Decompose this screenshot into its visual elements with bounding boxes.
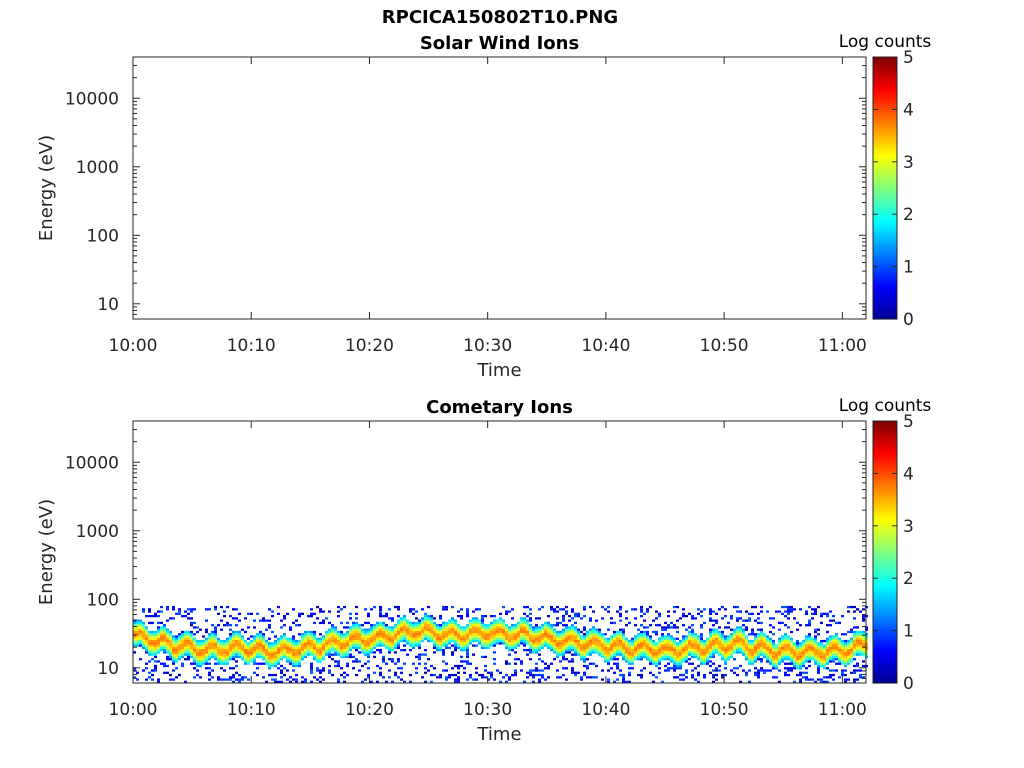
x-axis: 10:00 10:10 10:20 10:30 10:40 10:50 11:00 Time (109, 57, 867, 381)
panel-title: Cometary Ions (426, 397, 573, 418)
x-tick-label: 10:40 (581, 336, 630, 356)
y-tick-label: 100 (87, 590, 119, 610)
colorbar-frame (872, 420, 898, 684)
x-axis-label: Time (476, 360, 521, 381)
x-tick-label: 11:00 (818, 700, 867, 720)
x-tick-label: 10:50 (700, 336, 749, 356)
x-tick-label: 10:00 (109, 336, 158, 356)
panel-title: Solar Wind Ions (420, 33, 579, 54)
x-tick-label: 10:20 (345, 700, 394, 720)
figure-title: RPCICA150802T10.PNG (381, 7, 619, 28)
y-tick-label: 10 (97, 295, 119, 315)
colorbar-tick-label: 1 (903, 622, 914, 642)
colorbar-tick-label: 2 (903, 569, 914, 589)
x-tick-label: 10:00 (109, 700, 158, 720)
y-tick-label: 10000 (65, 89, 119, 109)
colorbar-tick-label: 3 (903, 517, 914, 537)
colorbar-tick-label: 4 (903, 464, 914, 484)
y-tick-label: 10000 (65, 453, 119, 473)
x-tick-label: 10:30 (463, 700, 512, 720)
plot-frame (132, 420, 867, 684)
y-tick-label: 1000 (76, 158, 119, 178)
x-axis: 10:00 10:10 10:20 10:30 10:40 10:50 11:00 Time (109, 421, 867, 745)
colorbar-tick-label: 2 (903, 205, 914, 225)
x-axis-label: Time (476, 724, 521, 745)
colorbar-tick-label: 0 (903, 310, 914, 330)
y-tick-label: 1000 (76, 522, 119, 542)
colorbar-tick-label: 5 (903, 48, 914, 68)
spectrogram-data (133, 605, 868, 683)
colorbar-label: Log counts (839, 396, 932, 416)
x-tick-label: 10:40 (581, 700, 630, 720)
y-axis-label: Energy (eV) (36, 499, 57, 605)
y-axis-label: Energy (eV) (36, 135, 57, 241)
y-axis: 10 100 1000 10000 Energy (eV) (36, 56, 866, 320)
x-tick-label: 10:50 (700, 700, 749, 720)
colorbar-frame (872, 56, 898, 320)
colorbar-tick-label: 4 (903, 100, 914, 120)
y-tick-label: 10 (97, 659, 119, 679)
x-tick-label: 11:00 (818, 336, 867, 356)
plot-frame (132, 56, 867, 320)
x-tick-label: 10:10 (227, 336, 276, 356)
colorbar-label: Log counts (839, 32, 932, 52)
colorbar-tick-label: 3 (903, 153, 914, 173)
x-tick-label: 10:20 (345, 336, 394, 356)
colorbar-tick-label: 1 (903, 258, 914, 278)
x-tick-label: 10:30 (463, 336, 512, 356)
colorbar-tick-label: 5 (903, 412, 914, 432)
y-tick-label: 100 (87, 226, 119, 246)
y-axis: 10 100 1000 10000 Energy (eV) (36, 420, 866, 684)
x-tick-label: 10:10 (227, 700, 276, 720)
colorbar-tick-label: 0 (903, 674, 914, 694)
